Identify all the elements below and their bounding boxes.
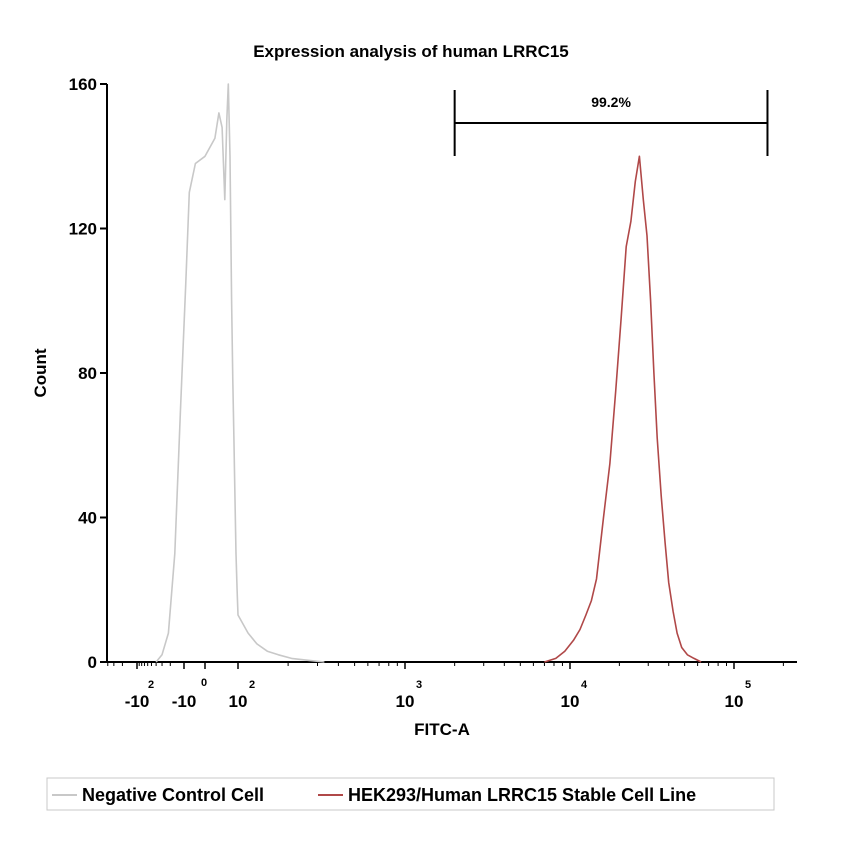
x-tick-label: -102 <box>125 679 154 711</box>
x-tick-label: 102 <box>229 679 256 711</box>
legend-box <box>46 777 775 811</box>
x-tick-label: 0 <box>201 677 207 689</box>
legend-entry: HEK293/Human LRRC15 Stable Cell Line <box>318 785 696 805</box>
x-tick-base: 10 <box>229 692 248 711</box>
x-tick-label: -10 <box>172 692 197 711</box>
x-tick-exponent: 5 <box>745 679 751 691</box>
x-tick-base: 10 <box>396 692 415 711</box>
legend-label: Negative Control Cell <box>82 785 264 805</box>
chart-title: Expression analysis of human LRRC15 <box>253 42 569 61</box>
y-tick-label: 40 <box>78 509 97 528</box>
series-layer <box>155 83 702 663</box>
x-tick-base: -10 <box>172 692 197 711</box>
x-tick-exponent: 2 <box>148 679 154 691</box>
legend-label: HEK293/Human LRRC15 Stable Cell Line <box>348 785 696 805</box>
x-tick-label: 104 <box>561 679 588 711</box>
y-axis-label: Count <box>31 348 50 397</box>
negative-control-histogram <box>155 83 325 663</box>
x-tick-base: 10 <box>561 692 580 711</box>
x-tick-exponent: 4 <box>581 679 588 691</box>
x-tick-exponent: 0 <box>201 677 207 689</box>
x-tick-base: 10 <box>725 692 744 711</box>
y-tick-label: 0 <box>88 653 97 672</box>
x-axis-label: FITC-A <box>414 720 470 739</box>
gate-percentage-label: 99.2% <box>591 94 631 110</box>
y-axis-ticks: 0 40 80 120 160 <box>69 75 107 672</box>
legend-entry: Negative Control Cell <box>52 785 264 805</box>
x-tick-exponent: 3 <box>416 679 422 691</box>
y-tick-label: 120 <box>69 220 97 239</box>
x-tick-label: 103 <box>396 679 423 711</box>
y-tick-label: 80 <box>78 364 97 383</box>
x-tick-label: 105 <box>725 679 752 711</box>
y-tick-label: 160 <box>69 75 97 94</box>
legend: Negative Control Cell HEK293/Human LRRC15… <box>46 777 775 811</box>
x-tick-base: -10 <box>125 692 150 711</box>
x-tick-exponent: 2 <box>249 679 255 691</box>
gate-marker: 99.2% <box>453 90 769 156</box>
lrrc15-stable-line-histogram <box>544 155 702 663</box>
